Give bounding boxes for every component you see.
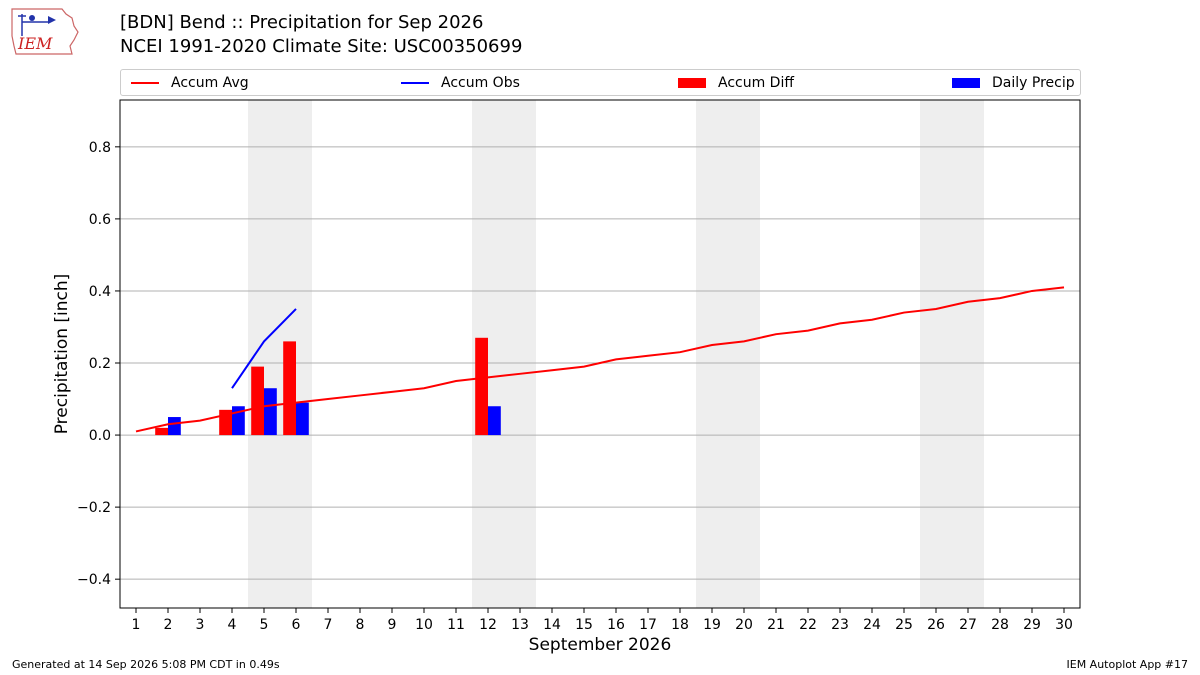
x-tick-label-4: 5 [260,617,269,633]
accum-diff-bar-5 [251,366,264,436]
legend-swatch-accum-obs [401,81,429,84]
x-tick-label-26: 27 [959,617,977,633]
daily-precip-bar-6 [296,402,309,436]
legend-swatch-accum-diff [678,77,706,88]
legend-label-daily-precip: Daily Precip [992,74,1075,91]
weekend-shade-3 [920,100,984,608]
x-tick-label-15: 16 [607,617,625,633]
accum-diff-bar-6 [283,341,296,436]
legend-item-daily-precip: Daily Precip [952,70,1075,95]
svg-text:IEM: IEM [17,34,53,53]
x-tick-label-13: 14 [543,617,561,633]
y-tick-label-5: 0.6 [89,212,111,228]
x-tick-label-18: 19 [703,617,721,633]
plot-frame [119,99,1081,609]
x-tick-label-10: 11 [447,617,465,633]
y-tick-label-1: −0.2 [77,500,111,516]
legend-item-accum-diff: Accum Diff [678,70,794,95]
x-tick-label-9: 10 [415,617,433,633]
x-tick-label-2: 3 [196,617,205,633]
y-tick-label-3: 0.2 [89,356,111,372]
x-tick-label-20: 21 [767,617,785,633]
x-tick-label-12: 13 [511,617,529,633]
x-tick-label-6: 7 [324,617,333,633]
x-tick-label-0: 1 [132,617,141,633]
legend-label-accum-diff: Accum Diff [718,74,795,91]
x-tick-label-25: 26 [927,617,945,633]
chart-subtitle: NCEI 1991-2020 Climate Site: USC00350699 [120,36,523,57]
weekend-shade-2 [696,100,760,608]
x-tick-label-27: 28 [991,617,1009,633]
generated-timestamp: Generated at 14 Sep 2026 5:08 PM CDT in … [12,658,280,671]
x-tick-label-24: 25 [895,617,913,633]
x-tick-label-16: 17 [639,617,657,633]
iem-logo: IEM [11,8,79,55]
x-tick-label-7: 8 [356,617,365,633]
legend: Accum Avg Accum Obs Accum Diff Daily Pre… [120,69,1081,96]
legend-swatch-accum-avg [131,81,159,84]
x-axis-label: September 2026 [529,635,672,655]
x-tick-label-8: 9 [388,617,397,633]
accum-diff-bar-2 [155,427,168,436]
accum-obs-line [231,308,297,389]
legend-item-accum-obs: Accum Obs [401,70,520,95]
x-tick-label-3: 4 [228,617,237,633]
y-tick-label-0: −0.4 [77,572,111,588]
x-tick-label-28: 29 [1023,617,1041,633]
legend-swatch-daily-precip [952,77,980,88]
x-tick-label-19: 20 [735,617,753,633]
x-tick-label-1: 2 [164,617,173,633]
x-tick-label-21: 22 [799,617,817,633]
x-tick-label-29: 30 [1055,617,1073,633]
legend-item-accum-avg: Accum Avg [131,70,249,95]
x-tick-label-14: 15 [575,617,593,633]
x-tick-label-11: 12 [479,617,497,633]
y-axis-label: Precipitation [inch] [52,274,72,435]
legend-label-accum-obs: Accum Obs [441,74,520,91]
accum-diff-bar-12 [475,337,488,436]
x-tick-label-17: 18 [671,617,689,633]
daily-precip-bar-2 [168,417,181,436]
y-tick-label-2: 0.0 [89,428,111,444]
chart-title: [BDN] Bend :: Precipitation for Sep 2026 [120,12,484,33]
x-tick-label-5: 6 [292,617,301,633]
x-tick-label-23: 24 [863,617,881,633]
x-tick-label-22: 23 [831,617,849,633]
daily-precip-bar-12 [488,406,501,436]
legend-label-accum-avg: Accum Avg [171,74,249,91]
daily-precip-bar-5 [264,388,277,436]
y-tick-label-6: 0.8 [89,140,111,156]
y-tick-label-4: 0.4 [89,284,111,300]
app-credit: IEM Autoplot App #17 [1066,658,1189,671]
accum-avg-line [135,286,1065,433]
weekend-shade-0 [248,100,312,608]
